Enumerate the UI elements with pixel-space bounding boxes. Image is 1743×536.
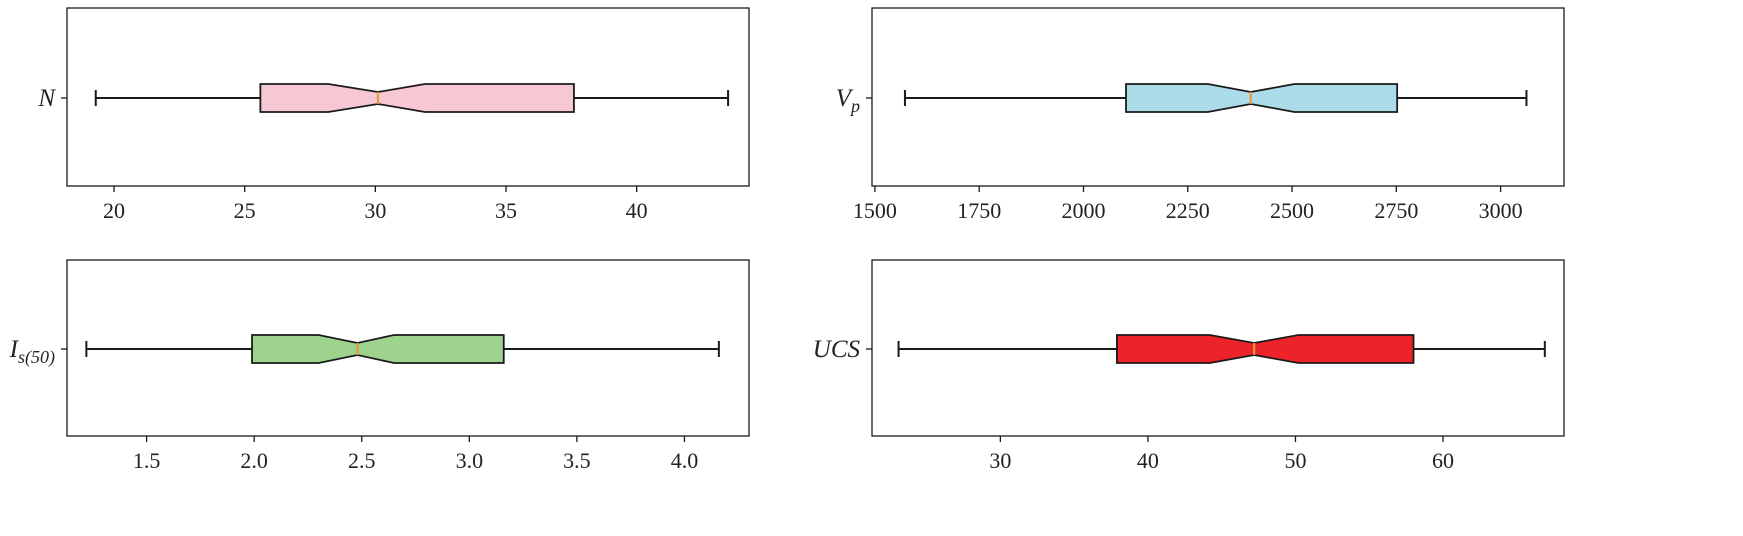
y-axis-label: Is(50) (9, 336, 55, 368)
boxplot-panel-3: Is(50) 1.5 2.0 2.5 3.0 3.5 4.0 (9, 259, 750, 473)
x-tick-label: 2500 (1270, 198, 1314, 223)
y-axis-label: Vp (836, 85, 860, 116)
x-tick-label: 2.0 (240, 448, 268, 473)
boxplot-panel-1: N 20 25 30 35 40 (37, 7, 750, 223)
x-tick-label: 1.5 (133, 448, 161, 473)
x-tick-label: 2750 (1374, 198, 1418, 223)
x-tick-label: 20 (103, 198, 125, 223)
notched-box (1125, 83, 1399, 113)
x-tick-label: 3000 (1479, 198, 1523, 223)
notched-box (1116, 334, 1415, 364)
x-tick-label: 40 (626, 198, 648, 223)
x-tick-label: 4.0 (671, 448, 699, 473)
x-tick-label: 2250 (1166, 198, 1210, 223)
x-tick-label: 1500 (853, 198, 897, 223)
x-tick-label: 3.0 (456, 448, 484, 473)
y-axis-label: UCS (813, 336, 861, 363)
axes-frame (871, 259, 1565, 437)
x-tick-label: 2.5 (348, 448, 376, 473)
axes-frame (871, 7, 1565, 187)
axes-frame (66, 7, 750, 187)
x-tick-label: 25 (234, 198, 256, 223)
x-tick-label: 1750 (957, 198, 1001, 223)
notched-box (259, 83, 575, 113)
notched-box (251, 334, 505, 364)
boxplot-panel-2: Vp 1500 1750 2000 2250 2500 2750 3000 (836, 7, 1565, 223)
x-tick-label: 2000 (1061, 198, 1105, 223)
x-tick-label: 50 (1284, 448, 1306, 473)
y-axis-label: N (37, 85, 56, 112)
x-tick-label: 3.5 (563, 448, 591, 473)
axes-frame (66, 259, 750, 437)
x-tick-label: 60 (1432, 448, 1454, 473)
boxplot-panel-4: UCS 30 40 50 60 (813, 259, 1565, 473)
x-tick-label: 40 (1137, 448, 1159, 473)
x-tick-label: 30 (989, 448, 1011, 473)
x-tick-label: 35 (495, 198, 517, 223)
x-tick-label: 30 (364, 198, 386, 223)
